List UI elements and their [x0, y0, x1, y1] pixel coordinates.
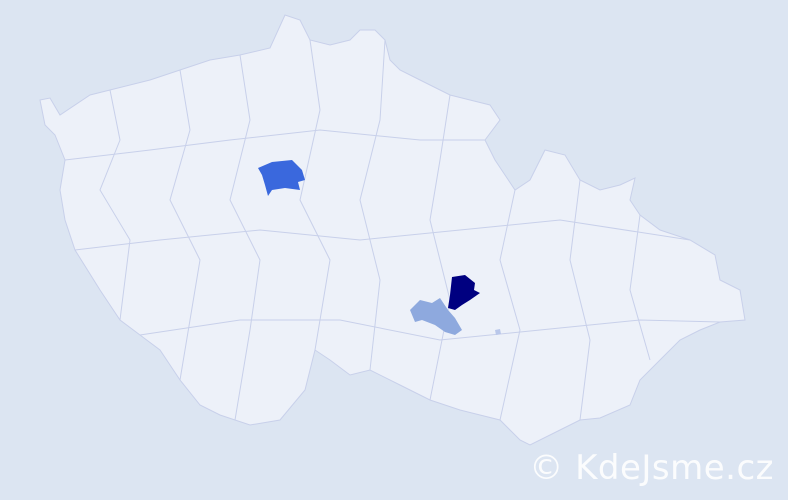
district-borders	[64, 39, 721, 421]
highlighted-district-medium[interactable]	[258, 160, 305, 196]
country-outline	[39, 14, 746, 446]
highlighted-district-low[interactable]	[410, 298, 462, 335]
highlighted-district-high[interactable]	[448, 275, 480, 310]
watermark: © KdeJsme.cz	[529, 448, 774, 488]
highlighted-district-lowest[interactable]	[495, 329, 501, 335]
